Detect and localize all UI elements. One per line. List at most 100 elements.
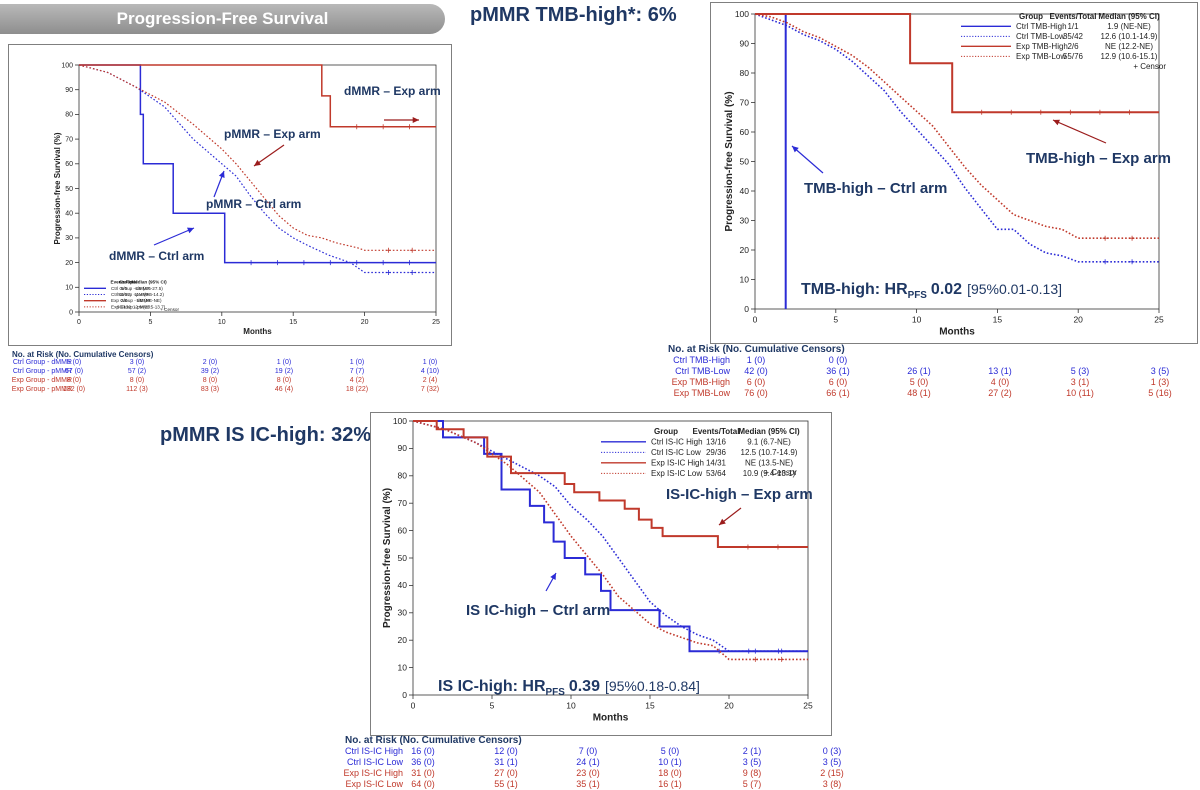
mmr-risk-cell: 57 (2)	[127, 368, 147, 375]
mmr-risk-cell: 67 (0)	[64, 368, 84, 375]
mmr-censor-mark	[380, 260, 386, 266]
mmr-risk-cell: 7 (32)	[420, 386, 440, 393]
tmb-x-tick-label: 0	[753, 315, 758, 325]
isic-legend-events: 14/31	[706, 459, 727, 468]
tmb-risk-row-label: Exp TMB-Low	[673, 388, 730, 398]
isic-y-axis-label: Progression-free Survival (%)	[382, 488, 393, 628]
isic-risk-cell: 12 (0)	[494, 746, 518, 756]
isic-y-tick-label: 100	[393, 416, 407, 426]
isic-legend-label: Ctrl IS-IC Low	[651, 448, 701, 457]
isic-legend-header: Median (95% CI)	[738, 427, 800, 436]
tmb-legend-median: 12.6 (10.1-14.9)	[1101, 32, 1158, 41]
tmb-risk-cell: 5 (0)	[909, 377, 929, 387]
isic-y-tick-label: 40	[398, 580, 408, 590]
mmr-legend-censor: + Censor	[160, 307, 179, 312]
pmmr-tmb-heading: pMMR TMB-high*: 6%	[470, 4, 677, 26]
mmr-legend-label: Exp Group - pMMR	[111, 304, 151, 309]
isic-risk-cell: 3 (5)	[742, 757, 762, 767]
isic-x-tick-label: 0	[411, 701, 416, 711]
tmb-censor-mark	[1102, 259, 1108, 265]
tmb-hr-prefix: TMB-high: HR	[801, 281, 908, 298]
mmr-legend-median: NE (NE-NE)	[136, 298, 161, 303]
tmb-annotation-arrow	[1052, 119, 1107, 144]
mmr-risk-row-label: Exp Group - dMMR	[11, 377, 72, 384]
mmr-x-axis-label: Months	[243, 327, 272, 336]
mmr-annotation-3: dMMR – Ctrl arm	[109, 249, 204, 263]
mmr-y-tick-label: 90	[65, 87, 73, 94]
isic-annotation-0: IS-IC-high – Exp arm	[666, 486, 813, 503]
tmb-risk-cell: 0 (0)	[828, 355, 848, 365]
isic-censor-mark	[775, 544, 781, 550]
mmr-plot-frame	[78, 64, 437, 313]
mmr-risk-cell: 4 (10)	[420, 368, 440, 375]
mmr-censor-mark	[385, 269, 391, 275]
isic-y-tick-label: 70	[398, 498, 408, 508]
isic-risk-row-label: Exp IS-IC High	[343, 768, 403, 778]
tmb-annotation-arrow	[791, 145, 824, 174]
tmb-risk-row-label: Exp TMB-High	[671, 377, 730, 387]
mmr-legend-median: 12.9 (11.5-13.7)	[133, 304, 166, 309]
mmr-annotation-2: pMMR – Ctrl arm	[206, 197, 301, 211]
isic-risk-cell: 16 (0)	[411, 746, 435, 756]
tmb-y-tick-label: 90	[740, 38, 750, 48]
tmb-risk-cell: 10 (11)	[1066, 388, 1094, 398]
isic-risk-cell: 5 (7)	[742, 779, 762, 789]
isic-risk-cell: 36 (0)	[411, 757, 435, 767]
tmb-risk-cell: 66 (1)	[826, 388, 850, 398]
tmb-y-tick-label: 70	[740, 97, 750, 107]
isic-risk-cell: 35 (1)	[576, 779, 600, 789]
mmr-series-line-1	[78, 64, 436, 274]
mmr-risk-cell: 4 (2)	[349, 377, 365, 384]
tmb-y-tick-label: 0	[744, 304, 749, 314]
mmr-legend-median: 6.6 (4.5-27.5)	[135, 286, 163, 291]
tmb-y-tick-label: 40	[740, 186, 750, 196]
tmb-y-tick-label: 30	[740, 215, 750, 225]
tmb-hr-value: 0.02	[931, 281, 962, 298]
tmb-series-line-0	[755, 13, 787, 309]
mmr-legend-header: Events/Total	[111, 280, 138, 285]
tmb-y-tick-label: 50	[740, 156, 750, 166]
mmr-legend-events: 2/8	[121, 298, 128, 303]
tmb-series-line-2	[755, 13, 1159, 114]
tmb-hr-sub: PFS	[908, 290, 928, 301]
mmr-annotation-arrowhead	[254, 159, 261, 166]
isic-legend-events: 53/64	[706, 469, 727, 478]
tmb-risk-cell: 4 (0)	[990, 377, 1010, 387]
mmr-annotation-0: dMMR – Exp arm	[344, 84, 441, 98]
tmb-y-tick-label: 20	[740, 245, 750, 255]
mmr-risk-cell: 5 (0)	[66, 359, 82, 366]
tmb-risk-cell: 26 (1)	[907, 366, 931, 376]
isic-hr-ci: [95%0.18-0.84]	[605, 678, 700, 694]
mmr-risk-cell: 1 (0)	[276, 359, 292, 366]
mmr-legend-label: Ctrl Group - pMMR	[111, 292, 150, 297]
mmr-risk-cell: 1 (0)	[349, 359, 365, 366]
mmr-x-tick-label: 15	[289, 319, 297, 326]
tmb-x-tick-label: 25	[1154, 315, 1164, 325]
tmb-y-axis-label: Progression-free Survival (%)	[724, 91, 735, 231]
tmb-censor-mark	[979, 109, 985, 115]
isic-legend-median: 9.1 (6.7-NE)	[747, 438, 791, 447]
mmr-legend-events: 5/5	[121, 286, 128, 291]
isic-km-chart: 0 10 20 30 40 50 60 70 80 90 100 0 5 10 15 20 25 Months Pr…	[382, 416, 813, 724]
tmb-x-tick-label: 10	[912, 315, 922, 325]
tmb-legend-events: 35/42	[1063, 32, 1084, 41]
tmb-censor-mark	[1097, 109, 1103, 115]
tmb-y-tick-label: 80	[740, 68, 750, 78]
mmr-censor-mark	[409, 269, 415, 275]
tmb-x-tick-label: 20	[1073, 315, 1083, 325]
isic-y-tick-label: 20	[398, 635, 408, 645]
mmr-y-tick-label: 10	[65, 285, 73, 292]
isic-annotation-1: IS IC-high – Ctrl arm	[466, 602, 610, 619]
mmr-risk-cell: 8 (0)	[66, 377, 82, 384]
tmb-legend-events: 1/1	[1067, 22, 1079, 31]
isic-legend-header: Group	[654, 427, 678, 436]
isic-risk-title: No. at Risk (No. Cumulative Censors)	[345, 735, 522, 746]
isic-legend-label: Exp IS-IC High	[651, 459, 704, 468]
mmr-legend-label: Ctrl Group - dMMR	[111, 286, 150, 291]
mmr-x-tick-label: 25	[432, 319, 440, 326]
mmr-censor-mark	[274, 260, 280, 266]
tmb-annotation-1: TMB-high – Ctrl arm	[804, 180, 947, 197]
mmr-km-chart: 0 10 20 30 40 50 60 70 80 90 100 0 5 10 15 20 25 Months Pr…	[53, 62, 441, 336]
mmr-annotation-arrowhead	[412, 116, 419, 124]
tmb-legend-median: 1.9 (NE-NE)	[1107, 22, 1151, 31]
